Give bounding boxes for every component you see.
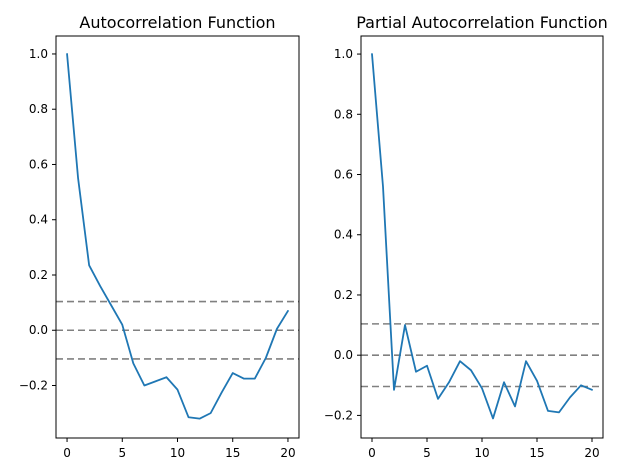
acf-panel: Autocorrelation Function 0 5 10 15 20 −0.2 0.0…: [19, 13, 300, 460]
pacf-y-tick-label: 0.0: [334, 348, 353, 362]
pacf-x-tick-label: 5: [423, 446, 431, 460]
acf-series-line: [66, 53, 289, 420]
acf-y-tick-label: 1.0: [29, 47, 48, 61]
acf-y-tick-label: −0.2: [19, 379, 48, 393]
pacf-panel: Partial Autocorrelation Function 0 5 10 15 2…: [324, 13, 608, 460]
pacf-title: Partial Autocorrelation Function: [356, 13, 608, 32]
acf-y-tick-label: 0.4: [29, 213, 48, 227]
acf-y-tick-label: 0.0: [29, 323, 48, 337]
pacf-y-tick-label: 0.6: [334, 168, 353, 182]
pacf-y-tick-label: 0.2: [334, 288, 353, 302]
pacf-y-tick-label: −0.2: [324, 408, 353, 422]
pacf-y-tick-label: 0.4: [334, 228, 353, 242]
pacf-y-tick-label: 1.0: [334, 47, 353, 61]
pacf-x-tick-label: 10: [474, 446, 489, 460]
acf-title: Autocorrelation Function: [79, 13, 275, 32]
acf-y-tick-label: 0.8: [29, 102, 48, 116]
acf-x-tick-label: 5: [118, 446, 126, 460]
acf-x-tick-label: 15: [225, 446, 240, 460]
acf-y-tick-label: 0.6: [29, 157, 48, 171]
acf-y-tick-label: 0.2: [29, 268, 48, 282]
pacf-x-tick-label: 20: [584, 446, 599, 460]
pacf-x-tick-label: 0: [368, 446, 376, 460]
pacf-y-tick-label: 0.8: [334, 107, 353, 121]
acf-x-tick-label: 20: [280, 446, 295, 460]
acf-x-tick-label: 0: [63, 446, 71, 460]
pacf-x-tick-label: 15: [529, 446, 544, 460]
pacf-series-line: [371, 53, 593, 420]
acf-x-tick-label: 10: [170, 446, 185, 460]
